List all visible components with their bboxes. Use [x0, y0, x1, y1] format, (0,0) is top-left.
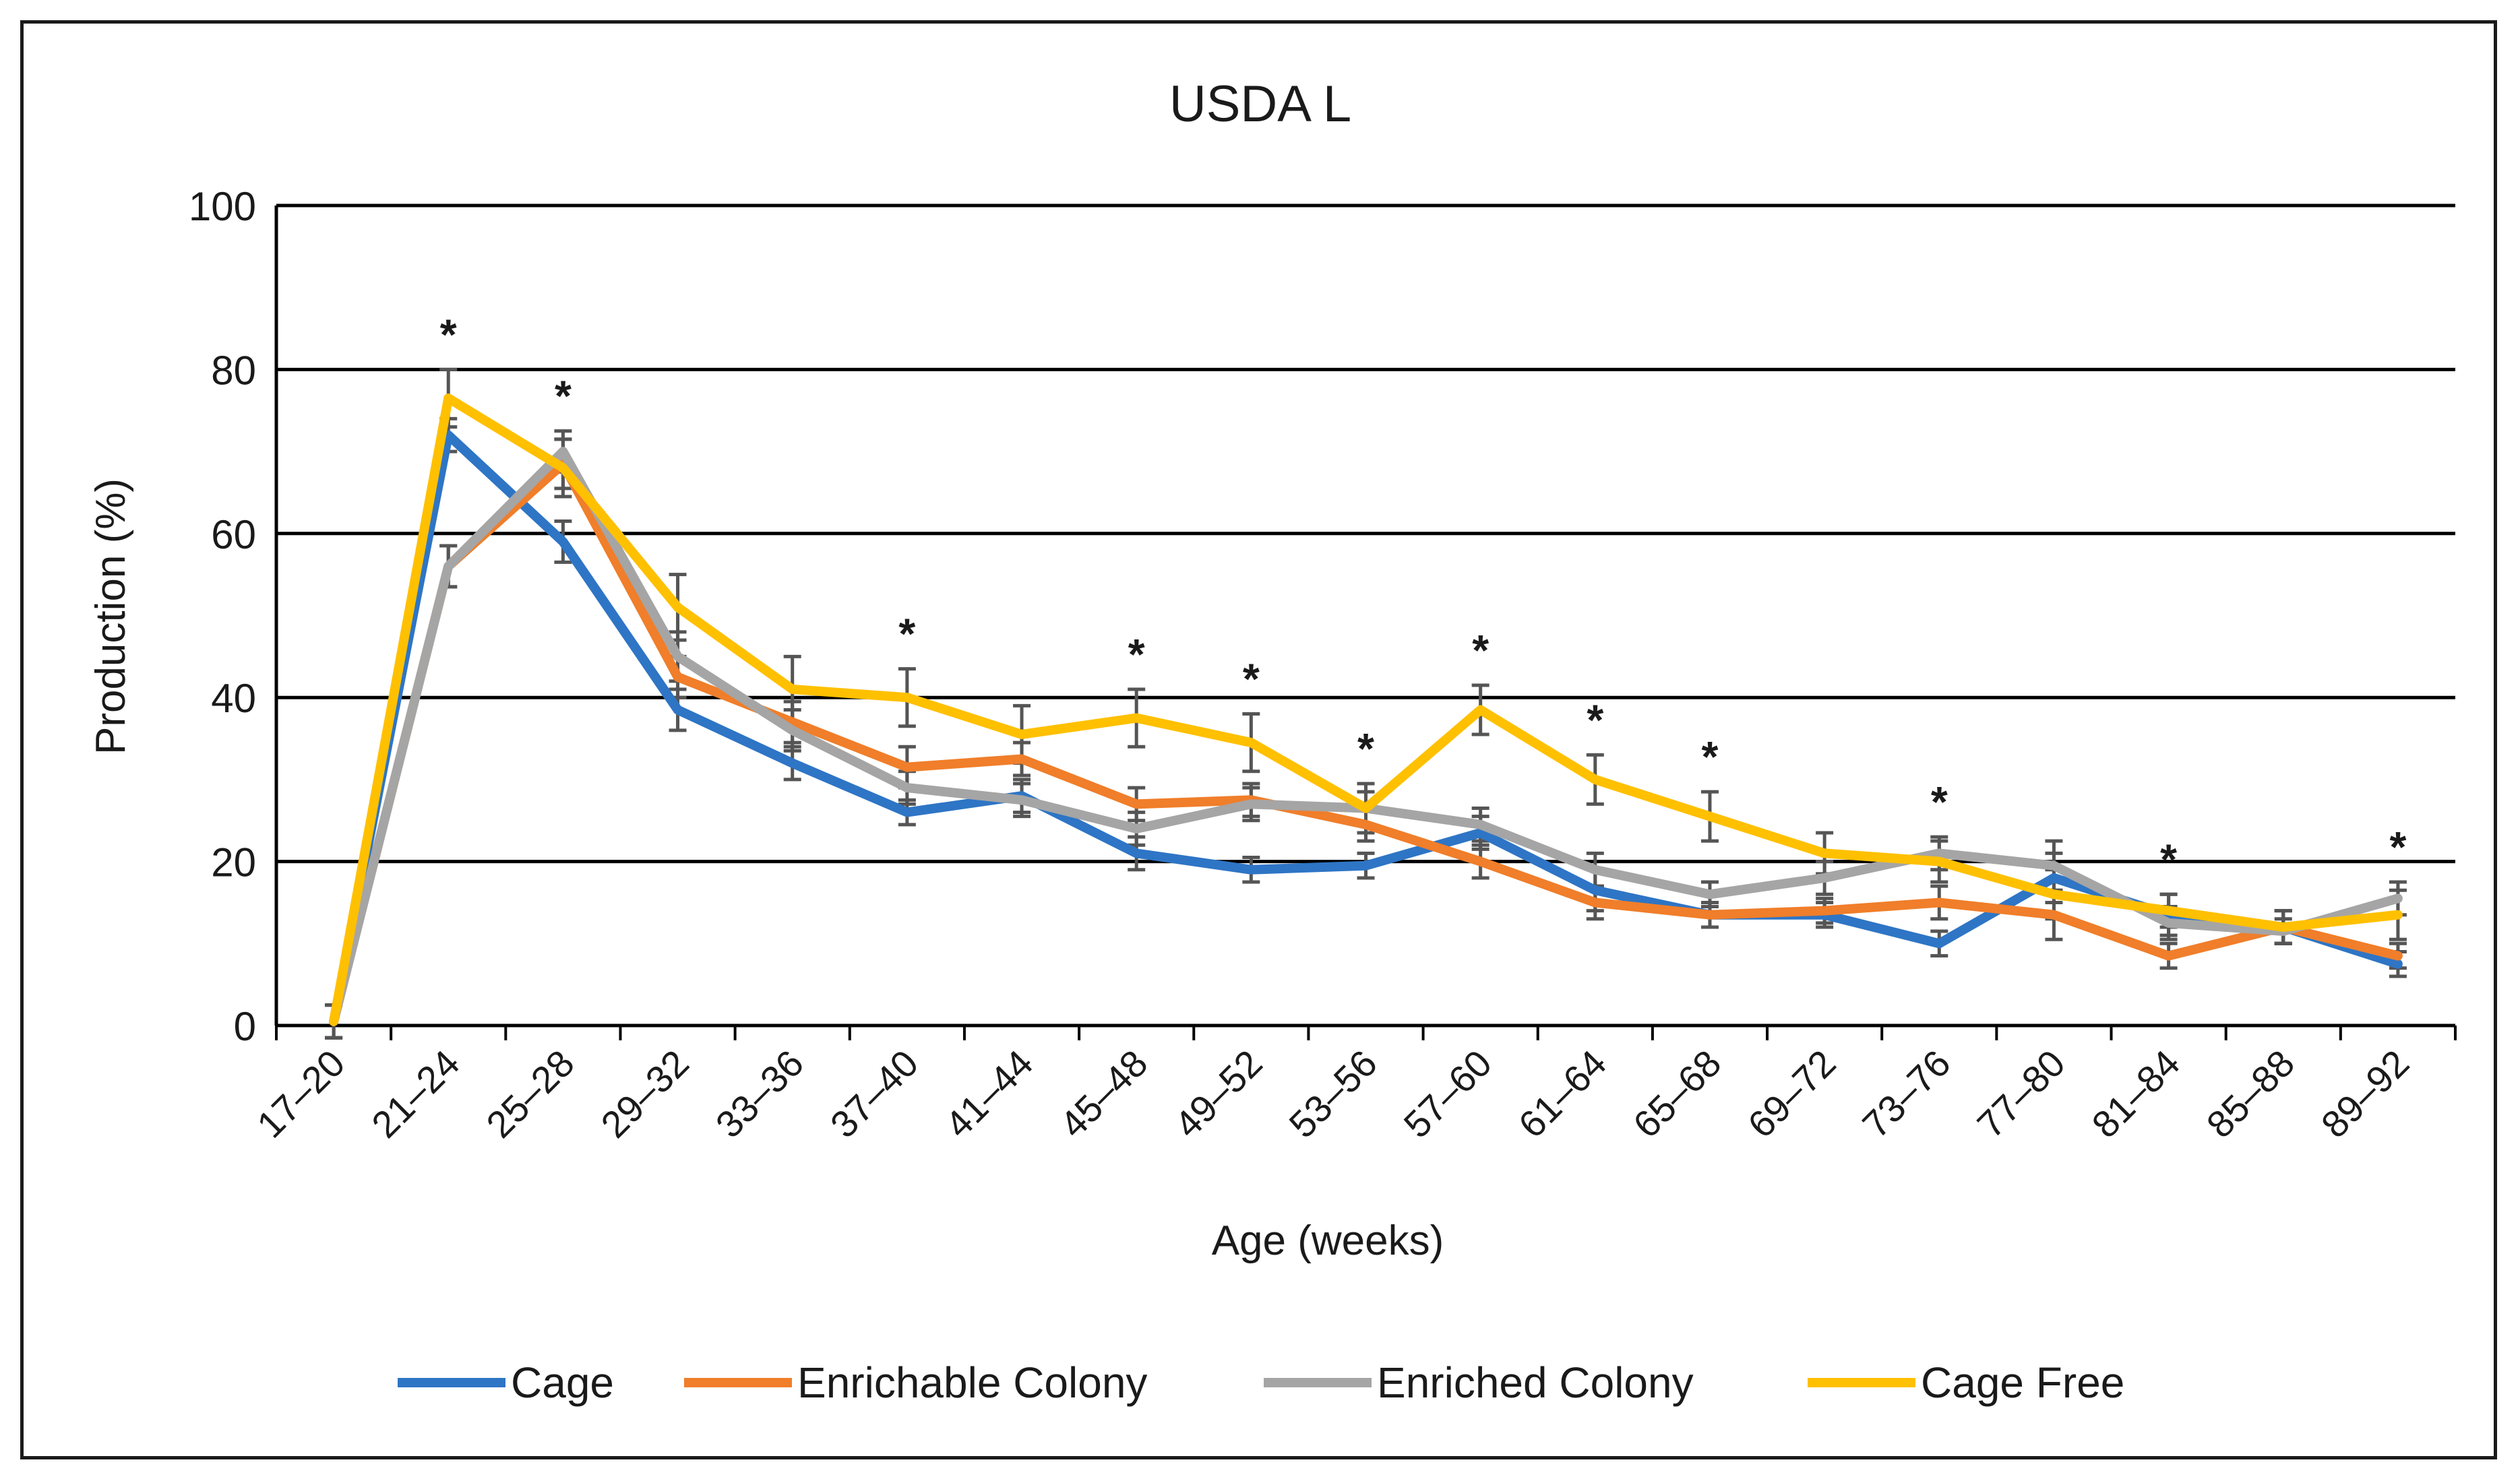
x-axis-label: Age (weeks) — [1212, 1218, 1444, 1264]
x-tick-label: 29–32 — [592, 1042, 697, 1146]
x-tick-label: 53–56 — [1281, 1042, 1385, 1146]
y-tick-label: 0 — [234, 1004, 256, 1049]
x-tick-label: 33–36 — [708, 1042, 812, 1146]
y-tick-label: 20 — [211, 840, 256, 885]
x-axis-tick-labels: 17–20 21–24 25–28 29–32 33–36 37–40 41–44 45–48… — [249, 1042, 2418, 1146]
x-tick-label: 49–52 — [1166, 1042, 1270, 1146]
significance-marker: * — [898, 610, 915, 658]
y-axis-tick-labels: 0 20 40 60 80 100 — [189, 184, 256, 1049]
significance-marker: * — [1931, 778, 1948, 826]
y-tick-label: 80 — [211, 348, 256, 393]
x-tick-label: 45–48 — [1051, 1042, 1156, 1146]
significance-marker: * — [1357, 724, 1374, 773]
x-tick-label: 57–60 — [1395, 1042, 1500, 1146]
significance-marker: * — [440, 310, 457, 358]
series-line-cage — [329, 430, 2403, 1026]
x-tick-label: 17–20 — [249, 1042, 353, 1146]
y-tick-label: 40 — [211, 676, 256, 721]
significance-marker: * — [2160, 835, 2177, 883]
x-tick-label: 69–72 — [1740, 1042, 1844, 1146]
error-bars — [325, 367, 2407, 1040]
legend-label: Enriched Colony — [1377, 1358, 1694, 1407]
series-line-enrichable-colony — [329, 459, 2403, 1026]
series-line-cage-free — [329, 393, 2403, 1026]
series-lines — [329, 393, 2403, 1026]
significance-marker: * — [1587, 695, 1603, 744]
legend-label: Cage — [511, 1358, 614, 1407]
significance-marker: * — [1128, 630, 1145, 679]
y-axis-label: Production (%) — [88, 478, 134, 755]
x-tick-label: 73–76 — [1854, 1042, 1959, 1146]
significance-marker: * — [1702, 732, 1719, 781]
legend-label: Enrichable Colony — [797, 1358, 1147, 1407]
x-tick-label: 77–80 — [1969, 1042, 2073, 1146]
x-tick-label: 61–64 — [1510, 1042, 1615, 1146]
y-tick-label: 100 — [189, 184, 256, 229]
x-tick-label: 25–28 — [478, 1042, 582, 1146]
x-tick-label: 41–44 — [937, 1042, 1041, 1146]
y-tick-label: 60 — [211, 512, 256, 557]
x-tick-label: 65–68 — [1625, 1042, 1729, 1146]
chart-title: USDA L — [1169, 75, 1351, 133]
legend-label: Cage Free — [1921, 1358, 2124, 1407]
x-tick-label: 21–24 — [363, 1042, 468, 1146]
chart-frame — [20, 20, 2497, 1459]
significance-marker: * — [555, 372, 572, 420]
significance-marker: * — [2389, 823, 2406, 871]
significance-marker: * — [1243, 655, 1260, 703]
x-tick-label: 85–88 — [2199, 1042, 2303, 1146]
x-tick-label: 89–92 — [2313, 1042, 2418, 1146]
gridlines — [274, 203, 2457, 1040]
significance-markers: * * * * * * * * * * * * — [440, 310, 2407, 883]
legend: Cage Enrichable Colony Enriched Colony Cage… — [398, 1358, 2124, 1407]
x-tick-label: 37–40 — [822, 1042, 927, 1146]
x-tick-label: 81–84 — [2083, 1042, 2188, 1146]
significance-marker: * — [1472, 626, 1489, 674]
